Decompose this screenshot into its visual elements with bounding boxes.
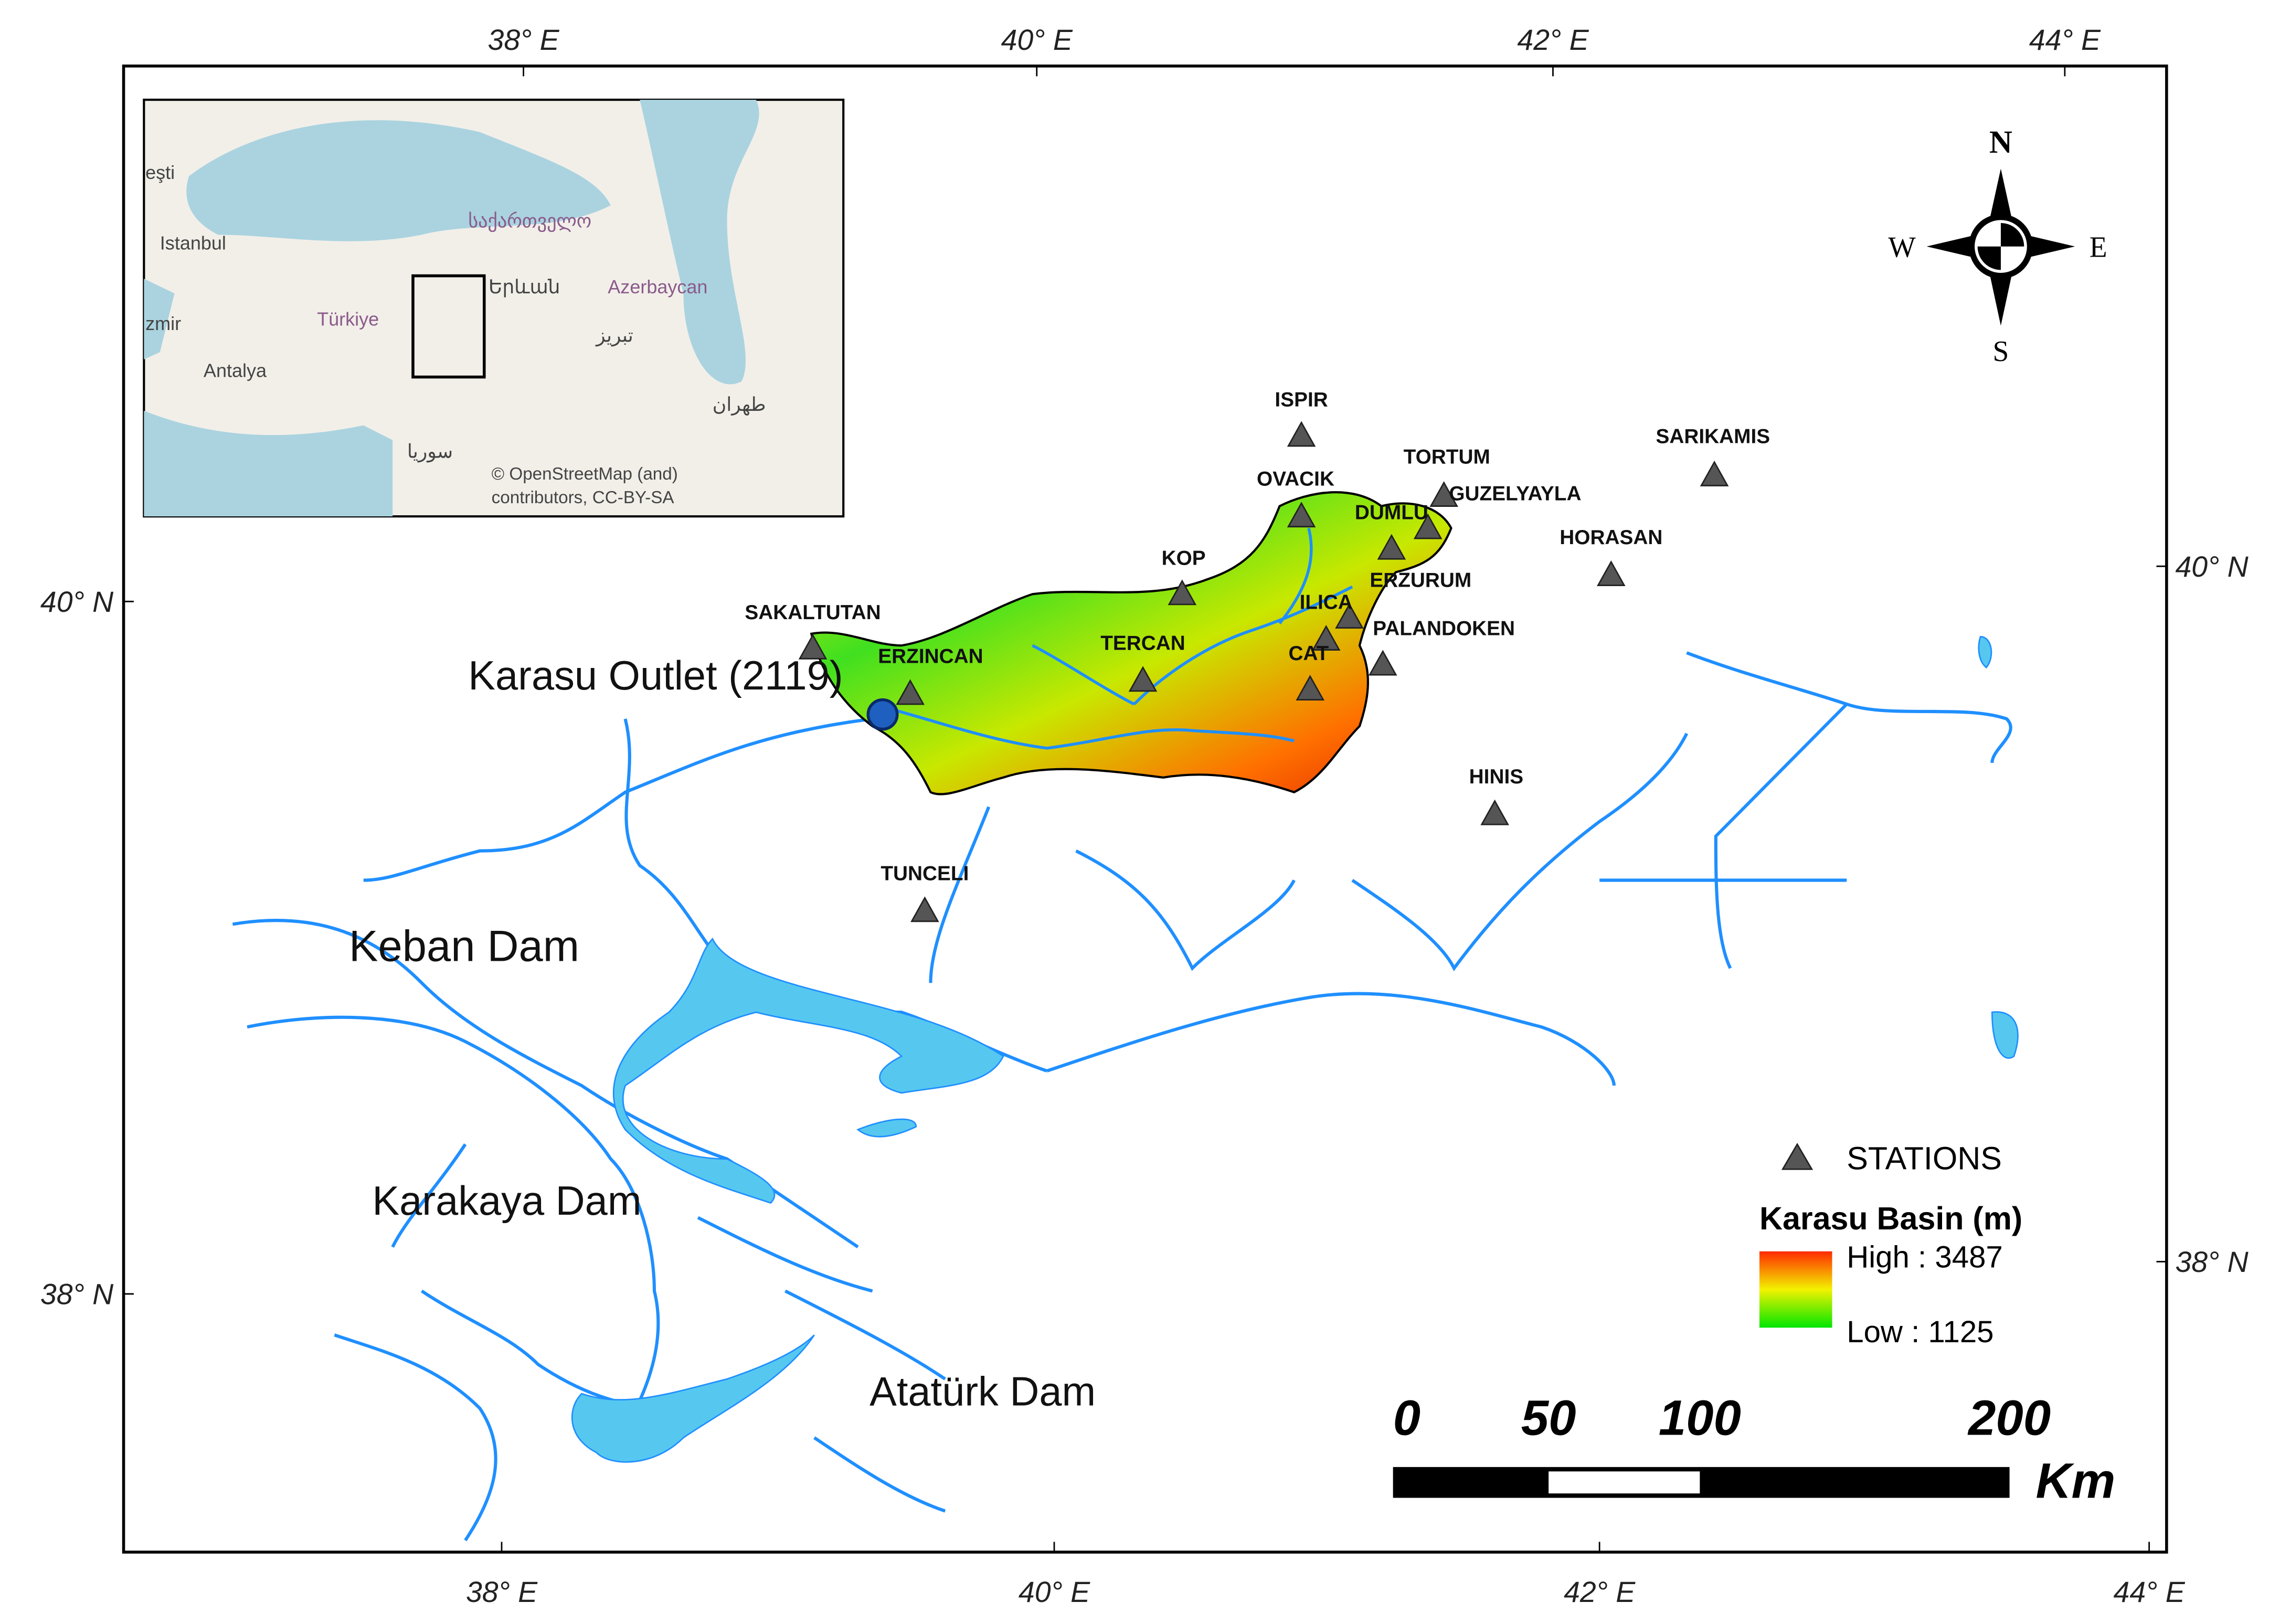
mediterranean-sea [144,410,393,517]
inset-label: Երևան [489,276,560,298]
station-marker [1311,624,1341,651]
station-marker [1429,481,1458,507]
inset-label: Antalya [204,359,267,381]
station-marker [1168,579,1197,606]
compass: N S E W [1888,124,2107,368]
station-marker [1597,560,1626,586]
legend-title: Karasu Basin (m) [1759,1201,2022,1236]
legend-ramp [1759,1251,1832,1328]
station-label: HINIS [1469,766,1523,788]
compass-label: W [1888,231,1916,263]
station-marker [1287,502,1316,528]
station-marker [1700,460,1729,486]
station-marker [1296,675,1325,701]
inset-label: Istanbul [160,232,226,253]
inset-label: Türkiye [317,309,379,330]
station-marker [1335,603,1364,629]
station-marker [1377,534,1406,560]
station-marker [1368,650,1397,676]
inset-study-area [411,274,486,379]
compass-label: S [1993,335,2009,368]
scale-unit: Km [2035,1453,2115,1509]
station-label: CAT [1289,642,1329,665]
station-marker [910,896,939,922]
graticule-ticks: 38° E 40° E 42° E 44° E 38° E 40° E 42° E 44° E… [40,24,2249,1608]
station-label: KOP [1162,547,1206,569]
scale-tick: 50 [1521,1390,1576,1446]
station-label: ERZINCAN [878,645,983,668]
inset-label: تبریز [595,324,633,346]
scale-tick: 100 [1659,1390,1741,1446]
lon-label: 44° E [2029,24,2101,56]
black-sea [186,120,611,241]
compass-label: N [1989,124,2012,160]
station-label: HORASAN [1560,526,1662,549]
scale-tick: 0 [1393,1390,1420,1446]
basin-rivers [872,527,1353,750]
compass-label: E [2090,231,2107,263]
station-label: SAKALTUTAN [745,601,881,624]
lat-label: 38° N [40,1278,114,1310]
karasu-basin [810,491,1452,795]
caspian-sea [640,100,759,385]
lat-label: 40° N [40,586,114,618]
inset-attribution: © OpenStreetMap (and) [492,464,678,484]
dam-label: Atatürk Dam [869,1368,1096,1414]
lon-label: 44° E [2114,1576,2186,1608]
station-marker [1413,513,1443,539]
inset-label: سوريا [407,440,453,462]
reservoirs [571,635,2019,1463]
station-marker [798,633,828,660]
station-label: GUZELYAYLA [1449,482,1581,505]
station-label: OVACIK [1257,468,1334,490]
inset-label: zmir [145,313,181,334]
inset-label: طهران [713,394,766,416]
outlet-marker [866,698,899,731]
legend-stations: STATIONS [1847,1140,2002,1176]
station-marker [1480,799,1509,825]
station-label: TUNCELI [881,862,969,885]
scale-tick: 200 [1967,1390,2051,1446]
station-label: ILICA [1300,591,1353,613]
inset-label: Azerbaycan [608,276,707,298]
station-label: PALANDOKEN [1373,617,1515,640]
lon-label: 42° E [1564,1576,1636,1608]
station-marker [1128,666,1158,692]
scale-bar: Km 0 50 100 200 [1393,1390,2115,1509]
station-label: SARIKAMIS [1656,425,1770,448]
lat-label: 40° N [2175,550,2249,583]
aegean-sea [144,279,175,359]
station-label: ERZURUM [1370,569,1471,591]
legend-low: Low : 1125 [1847,1315,1993,1349]
stations: ISPIR TORTUM SARIKAMIS OVACIK GUZELYAYLA DUML… [745,388,1770,922]
inset-label: საქართველო [468,210,591,232]
lon-label: 38° E [466,1576,538,1608]
inset-label: eşti [145,162,175,183]
legend-high: High : 3487 [1847,1240,2003,1274]
station-label: ISPIR [1275,388,1328,411]
inset-attribution: contributors, CC-BY-SA [492,488,675,507]
dam-label: Keban Dam [349,921,579,970]
lon-label: 40° E [1019,1576,1090,1608]
inset-map: eşti Istanbul საქართველო Երևան Azerbayca… [143,99,845,518]
lat-label: 38° N [2175,1246,2249,1278]
station-label: TERCAN [1100,632,1185,654]
station-marker [1287,421,1316,447]
lon-label: 40° E [1001,24,1073,56]
dam-label: Karakaya Dam [372,1177,641,1224]
legend: STATIONS Karasu Basin (m) High : 3487 Lo… [1759,1140,2022,1349]
station-label: TORTUM [1404,445,1490,468]
station-label: DUMLU [1355,502,1428,524]
station-marker [896,679,925,705]
lon-label: 38° E [488,24,560,56]
outlet-label: Karasu Outlet (2119) [468,652,843,698]
lon-label: 42° E [1517,24,1589,56]
